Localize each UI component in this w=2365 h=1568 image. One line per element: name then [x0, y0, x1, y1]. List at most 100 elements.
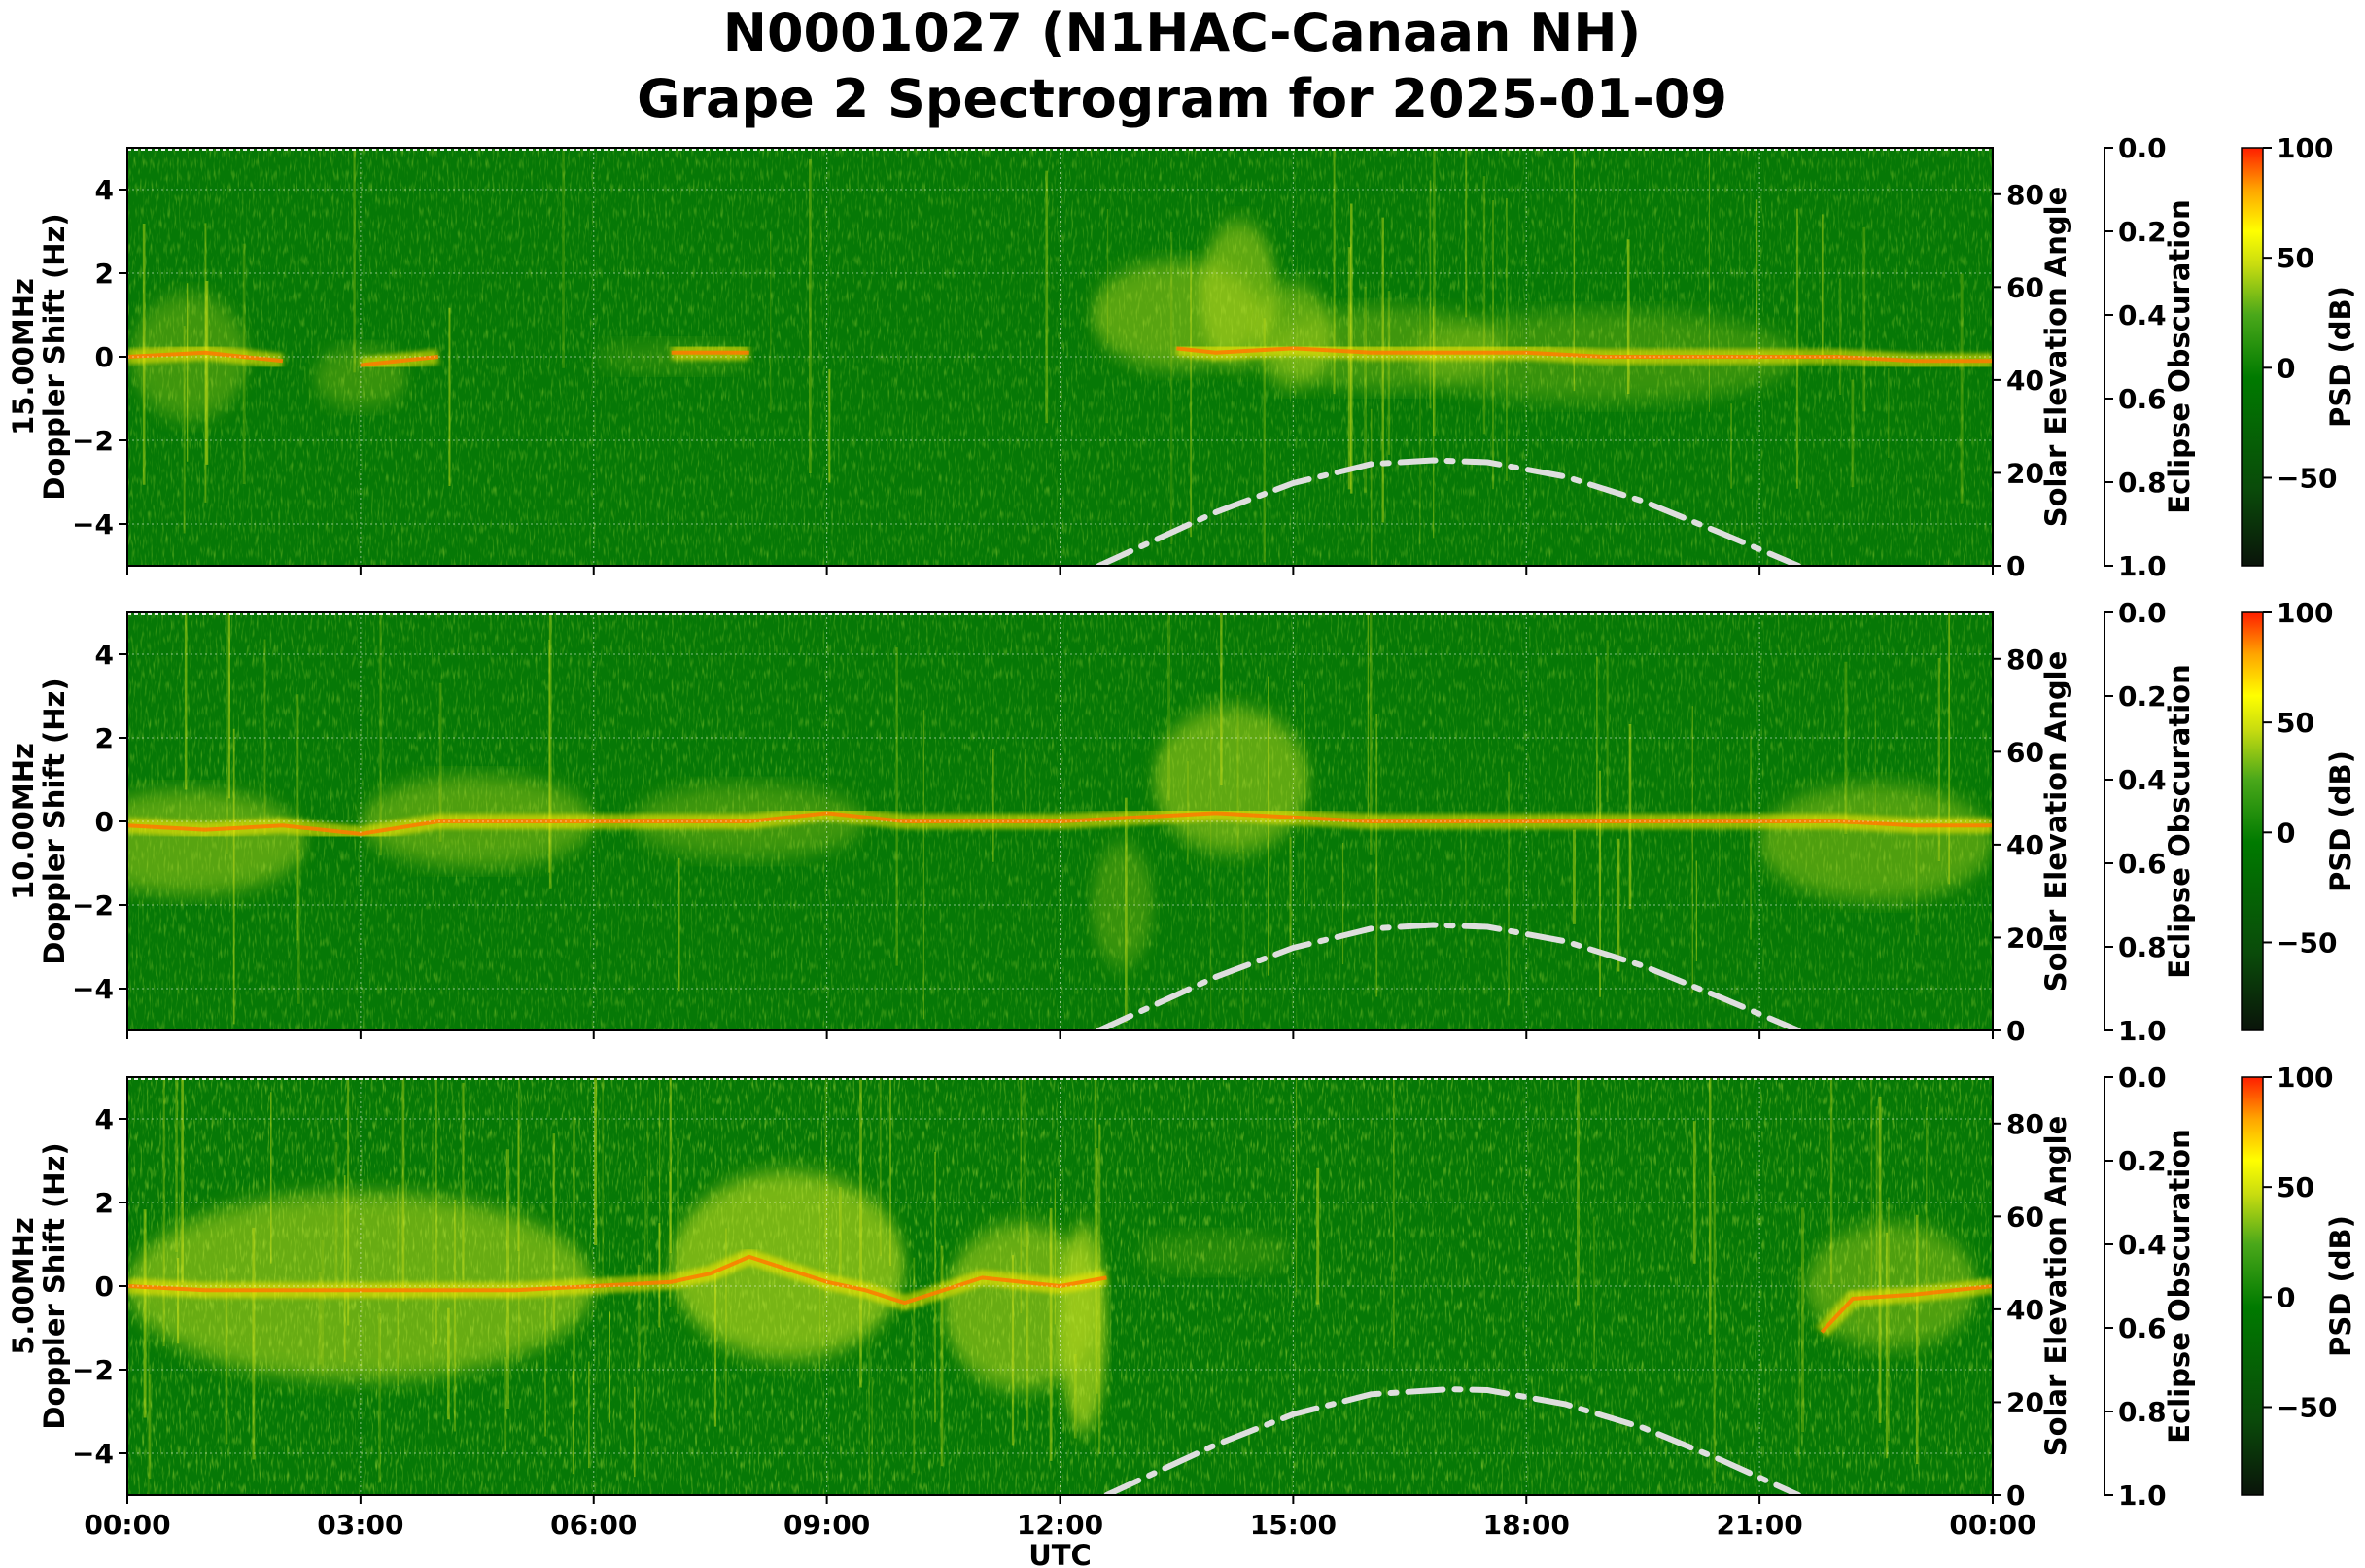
- psd-colorbar: [2241, 611, 2264, 1031]
- eclipse-tick-label: 0.2: [2118, 216, 2167, 248]
- eclipse-tick-label: 0.6: [2118, 848, 2167, 880]
- y-axis-label-frequency: 15.00MHz: [7, 278, 40, 436]
- y-tick-label: 2: [95, 1187, 114, 1219]
- solar-tick-label: 20: [2006, 457, 2044, 489]
- solar-tick-label: 0: [2006, 550, 2025, 582]
- colorbar-tick-label: 0: [2277, 352, 2295, 384]
- solar-tick-label: 40: [2006, 1294, 2044, 1326]
- eclipse-tick-label: 1.0: [2118, 1480, 2167, 1512]
- colorbar-tick-label: 50: [2277, 707, 2314, 739]
- colorbar-tick-label: 50: [2277, 1171, 2314, 1203]
- x-tick-label: 18:00: [1483, 1509, 1570, 1541]
- eclipse-tick-label: 0.8: [2118, 1396, 2167, 1428]
- x-tick-label: 09:00: [783, 1509, 870, 1541]
- psd-colorbar: [2241, 147, 2264, 567]
- doppler-trace: [127, 346, 1993, 367]
- solar-tick-label: 40: [2006, 829, 2044, 861]
- colorbar-tick-label: 100: [2277, 1062, 2333, 1094]
- solar-tick-label: 80: [2006, 1108, 2044, 1140]
- solar-tick-label: 40: [2006, 365, 2044, 397]
- x-tick-label: 00:00: [1949, 1509, 2035, 1541]
- solar-elevation-curve: [1103, 1386, 1802, 1495]
- eclipse-axis-label: Eclipse Obscuration: [2163, 664, 2196, 978]
- eclipse-tick-label: 0.6: [2118, 1312, 2167, 1344]
- colorbar-label: PSD (dB): [2324, 286, 2357, 428]
- eclipse-tick-label: 0.0: [2118, 132, 2167, 164]
- x-tick-label: 00:00: [84, 1509, 170, 1541]
- eclipse-axis-label: Eclipse Obscuration: [2163, 1129, 2196, 1443]
- y-axis-label-frequency: 10.00MHz: [7, 743, 40, 900]
- solar-tick-label: 20: [2006, 1386, 2044, 1418]
- y-tick-label: −2: [72, 425, 114, 457]
- x-tick-label: 06:00: [550, 1509, 637, 1541]
- solar-elevation-axis-label: Solar Elevation Angle: [2039, 1116, 2072, 1457]
- y-tick-label: 4: [95, 174, 114, 206]
- solar-elevation-curve: [1096, 922, 1802, 1030]
- colorbar-tick-label: −50: [2277, 1391, 2337, 1423]
- y-tick-label: 0: [95, 806, 114, 838]
- x-axis-label: UTC: [1028, 1539, 1092, 1568]
- eclipse-tick-label: 1.0: [2118, 1015, 2167, 1047]
- y-tick-label: 2: [95, 258, 114, 290]
- solar-tick-label: 60: [2006, 1201, 2044, 1233]
- eclipse-tick-label: 0.0: [2118, 1062, 2167, 1094]
- y-tick-label: −4: [72, 508, 114, 540]
- colorbar-tick-label: −50: [2277, 926, 2337, 958]
- y-tick-label: −2: [72, 889, 114, 922]
- colorbar-label: PSD (dB): [2324, 750, 2357, 892]
- colorbar-tick-label: 0: [2277, 1281, 2295, 1313]
- x-tick-label: 03:00: [317, 1509, 403, 1541]
- doppler-trace: [127, 1254, 1993, 1334]
- eclipse-tick-label: 0.2: [2118, 680, 2167, 713]
- y-tick-label: 2: [95, 722, 114, 754]
- eclipse-tick-label: 0.0: [2118, 597, 2167, 629]
- eclipse-tick-label: 0.4: [2118, 299, 2167, 331]
- y-tick-label: 4: [95, 1103, 114, 1135]
- y-tick-label: 0: [95, 341, 114, 373]
- eclipse-tick-label: 0.2: [2118, 1145, 2167, 1177]
- eclipse-axis-label: Eclipse Obscuration: [2163, 199, 2196, 513]
- x-tick-label: 15:00: [1250, 1509, 1337, 1541]
- colorbar-tick-label: 100: [2277, 132, 2333, 164]
- x-tick-label: 12:00: [1017, 1509, 1103, 1541]
- solar-tick-label: 80: [2006, 644, 2044, 676]
- solar-tick-label: 0: [2006, 1015, 2025, 1047]
- colorbar-tick-label: 100: [2277, 597, 2333, 629]
- eclipse-tick-label: 0.4: [2118, 1229, 2167, 1261]
- solar-tick-label: 60: [2006, 271, 2044, 303]
- solar-elevation-axis-label: Solar Elevation Angle: [2039, 187, 2072, 528]
- y-tick-label: −2: [72, 1354, 114, 1386]
- solar-tick-label: 0: [2006, 1480, 2025, 1512]
- solar-elevation-curve: [1096, 457, 1802, 566]
- y-axis-label-frequency: 5.00MHz: [7, 1217, 40, 1355]
- solar-tick-label: 80: [2006, 179, 2044, 211]
- eclipse-tick-label: 0.8: [2118, 467, 2167, 499]
- y-tick-label: −4: [72, 1438, 114, 1470]
- solar-elevation-axis-label: Solar Elevation Angle: [2039, 651, 2072, 993]
- colorbar-label: PSD (dB): [2324, 1215, 2357, 1357]
- figure-title-line2: Grape 2 Spectrogram for 2025-01-09: [637, 68, 1727, 129]
- y-axis-label-doppler: Doppler Shift (Hz): [38, 1142, 71, 1429]
- y-tick-label: 0: [95, 1271, 114, 1303]
- y-tick-label: 4: [95, 639, 114, 671]
- y-tick-label: −4: [72, 973, 114, 1005]
- colorbar-tick-label: 50: [2277, 242, 2314, 274]
- eclipse-tick-label: 1.0: [2118, 550, 2167, 582]
- eclipse-tick-label: 0.6: [2118, 383, 2167, 415]
- eclipse-tick-label: 0.8: [2118, 931, 2167, 963]
- y-axis-label-doppler: Doppler Shift (Hz): [38, 678, 71, 964]
- colorbar-tick-label: −50: [2277, 462, 2337, 494]
- x-tick-label: 21:00: [1717, 1509, 1803, 1541]
- solar-tick-label: 60: [2006, 736, 2044, 768]
- psd-colorbar: [2241, 1076, 2264, 1496]
- y-axis-label-doppler: Doppler Shift (Hz): [38, 213, 71, 500]
- eclipse-tick-label: 0.4: [2118, 764, 2167, 796]
- colorbar-tick-label: 0: [2277, 817, 2295, 849]
- solar-tick-label: 20: [2006, 922, 2044, 954]
- figure-title-line1: N0001027 (N1HAC-Canaan NH): [723, 2, 1641, 63]
